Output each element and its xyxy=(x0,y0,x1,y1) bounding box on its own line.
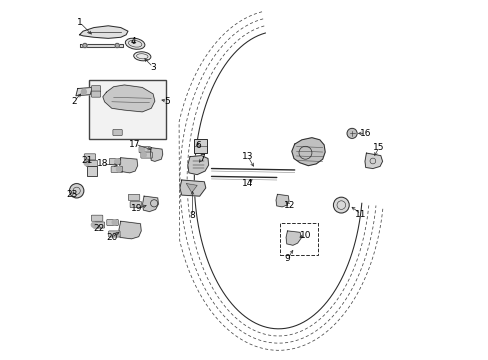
Circle shape xyxy=(82,43,87,48)
Text: 20: 20 xyxy=(106,233,117,242)
Text: 4: 4 xyxy=(130,37,136,46)
Text: 2: 2 xyxy=(71,96,77,105)
FancyBboxPatch shape xyxy=(93,222,104,228)
FancyBboxPatch shape xyxy=(86,160,97,166)
Polygon shape xyxy=(80,44,122,47)
Circle shape xyxy=(346,129,356,138)
Polygon shape xyxy=(291,138,325,166)
FancyBboxPatch shape xyxy=(113,130,122,135)
Text: 22: 22 xyxy=(93,224,104,233)
Text: 17: 17 xyxy=(129,140,141,149)
Circle shape xyxy=(69,184,83,198)
Polygon shape xyxy=(76,87,92,96)
Polygon shape xyxy=(187,156,208,175)
FancyBboxPatch shape xyxy=(109,158,121,165)
FancyBboxPatch shape xyxy=(130,202,142,208)
Polygon shape xyxy=(276,194,288,207)
FancyBboxPatch shape xyxy=(84,154,96,160)
Circle shape xyxy=(115,159,120,164)
FancyBboxPatch shape xyxy=(91,215,102,221)
Polygon shape xyxy=(102,85,155,112)
Circle shape xyxy=(115,43,119,48)
Circle shape xyxy=(141,152,146,157)
Text: 7: 7 xyxy=(199,154,204,163)
Text: 10: 10 xyxy=(299,231,310,240)
Circle shape xyxy=(114,231,119,236)
Polygon shape xyxy=(364,153,382,168)
Circle shape xyxy=(333,197,348,213)
Bar xyxy=(88,80,165,139)
FancyBboxPatch shape xyxy=(111,166,122,172)
Polygon shape xyxy=(142,196,158,212)
Circle shape xyxy=(116,167,121,172)
Circle shape xyxy=(91,222,96,227)
FancyBboxPatch shape xyxy=(139,147,150,153)
Text: 14: 14 xyxy=(242,179,253,188)
Text: 12: 12 xyxy=(283,201,294,210)
Polygon shape xyxy=(285,231,301,245)
Circle shape xyxy=(81,89,86,94)
Ellipse shape xyxy=(125,38,144,49)
Ellipse shape xyxy=(133,52,151,61)
Text: 19: 19 xyxy=(131,204,142,213)
Text: 15: 15 xyxy=(372,143,384,152)
FancyBboxPatch shape xyxy=(141,152,152,158)
Bar xyxy=(280,223,317,255)
Circle shape xyxy=(112,220,117,225)
Text: 13: 13 xyxy=(242,152,253,161)
FancyBboxPatch shape xyxy=(128,194,140,201)
Polygon shape xyxy=(80,26,128,39)
Polygon shape xyxy=(120,158,137,173)
Text: 18: 18 xyxy=(97,159,108,168)
Bar xyxy=(193,139,207,153)
Text: 8: 8 xyxy=(189,211,195,220)
Polygon shape xyxy=(180,180,205,196)
Text: 9: 9 xyxy=(284,255,290,264)
FancyBboxPatch shape xyxy=(106,220,118,226)
Bar xyxy=(86,166,97,176)
Text: 23: 23 xyxy=(66,190,77,199)
Circle shape xyxy=(139,147,144,152)
Text: 3: 3 xyxy=(150,63,156,72)
Polygon shape xyxy=(150,148,163,161)
Polygon shape xyxy=(119,221,141,239)
Text: 21: 21 xyxy=(81,156,93,165)
Text: 6: 6 xyxy=(195,141,201,150)
Text: 11: 11 xyxy=(355,210,366,219)
Circle shape xyxy=(84,161,89,166)
FancyBboxPatch shape xyxy=(91,91,101,97)
Text: 16: 16 xyxy=(359,129,371,138)
Text: 1: 1 xyxy=(77,18,82,27)
Text: 5: 5 xyxy=(164,96,170,105)
FancyBboxPatch shape xyxy=(108,231,120,237)
Polygon shape xyxy=(186,184,197,193)
FancyBboxPatch shape xyxy=(91,86,101,92)
